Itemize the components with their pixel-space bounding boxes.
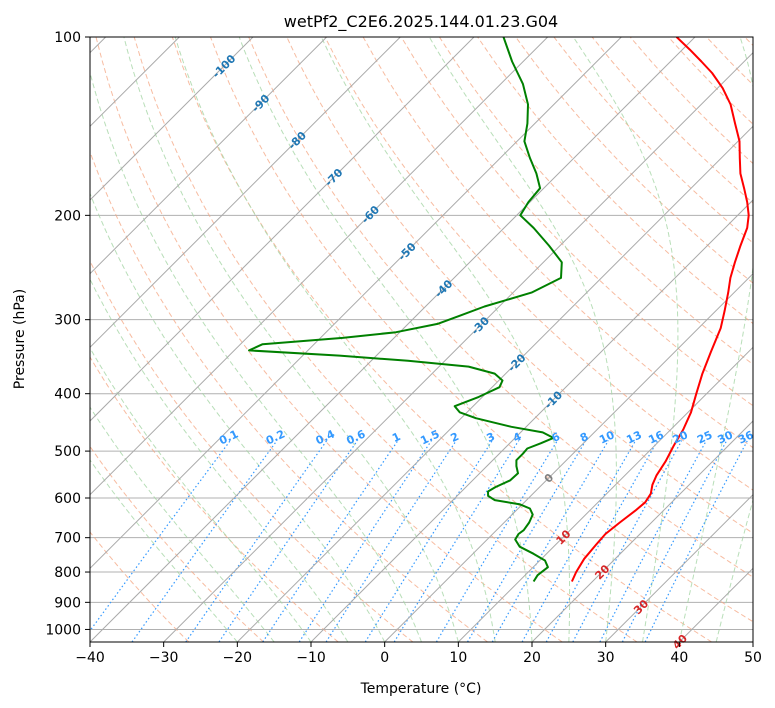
isotherm-line <box>90 37 401 349</box>
mixing-ratio-line <box>572 440 683 642</box>
dry-adiabat <box>95 37 563 642</box>
axis-ticks: −40 −30 −20 −10 0 10 20 30 40 50 100 200 300 400 500 60… <box>45 30 762 666</box>
y-tick-label: 1000 <box>45 622 81 638</box>
dry-adiabat <box>90 356 339 642</box>
mixing-ratio-label: 16 <box>646 428 666 446</box>
y-tick-label: 300 <box>54 313 81 329</box>
x-tick-label: 10 <box>449 650 467 666</box>
mixing-ratio-label: 36 <box>736 428 756 446</box>
x-tick-label: 20 <box>523 650 541 666</box>
dry-adiabat <box>515 37 753 284</box>
moist-adiabat <box>90 192 386 642</box>
isotherm-line <box>457 346 753 642</box>
y-tick-label: 200 <box>54 208 81 224</box>
x-axis-label: Temperature (°C) <box>360 681 482 697</box>
mixing-ratio-line <box>545 440 659 642</box>
mixing-ratio-line <box>435 440 558 642</box>
moist-adiabat <box>678 37 753 642</box>
moist-adiabat <box>320 37 571 642</box>
isotherm-line <box>310 199 753 642</box>
plot-area <box>90 37 753 642</box>
y-tick-label: 100 <box>54 30 81 46</box>
x-tick-label: 0 <box>380 650 389 666</box>
y-tick-label: 600 <box>54 491 81 507</box>
isotherm-line <box>90 37 328 275</box>
plot-frame <box>89 36 754 643</box>
mixing-ratio-label: 30 <box>716 428 736 446</box>
moist-adiabat <box>238 37 533 642</box>
dry-adiabat <box>210 37 753 623</box>
dry-adiabat <box>133 37 638 642</box>
isotherm-line <box>90 37 696 642</box>
mixing-ratio-line <box>131 440 278 642</box>
x-tick-label: −40 <box>75 650 105 666</box>
moist-adiabat <box>572 37 679 642</box>
y-tick-label: 900 <box>54 595 81 611</box>
x-tick-label: 40 <box>670 650 688 666</box>
dry-adiabat <box>90 445 264 642</box>
dry-adiabat <box>248 37 753 578</box>
mixing-ratio-label: 20 <box>671 428 691 446</box>
x-tick-label: −20 <box>223 650 253 666</box>
isotherm-line <box>90 37 254 201</box>
mixing-ratio-line <box>325 440 457 642</box>
moist-adiabat <box>174 37 496 642</box>
mixing-ratio-line <box>90 440 231 632</box>
moist-adiabat <box>90 459 238 642</box>
y-tick-label: 400 <box>54 387 81 403</box>
temperature-profile-line <box>570 37 750 582</box>
mixing-ratio-line <box>466 440 587 642</box>
mixing-ratio-line <box>491 440 609 642</box>
mixing-ratio-line <box>364 440 493 642</box>
y-tick-label: 800 <box>54 565 81 581</box>
x-tick-label: −30 <box>149 650 179 666</box>
moist-adiabat <box>428 37 617 642</box>
x-tick-label: 50 <box>744 650 762 666</box>
y-axis-label: Pressure (hPa) <box>12 289 28 389</box>
isotherm-line <box>605 493 753 642</box>
profile-series <box>248 37 750 583</box>
y-tick-label: 500 <box>54 444 81 460</box>
mixing-ratio-label: 13 <box>624 428 643 446</box>
dry-adiabat <box>90 531 190 642</box>
isotherm-line <box>384 272 753 642</box>
chart-title: wetPf2_C2E6.2025.144.01.23.G04 <box>284 12 558 32</box>
mixing-ratio-label: 10 <box>597 428 617 446</box>
isotherm-line <box>163 51 753 642</box>
y-tick-label: 700 <box>54 531 81 547</box>
moist-adiabats <box>90 37 753 642</box>
mixing-ratio-line <box>262 440 399 642</box>
mixing-ratio-line <box>185 440 328 642</box>
dry-adiabat <box>400 37 753 407</box>
mixing-ratio-line <box>644 440 748 642</box>
dry-adiabat <box>90 150 488 642</box>
x-tick-label: 30 <box>597 650 615 666</box>
dry-adiabat <box>324 37 753 491</box>
x-tick-label: −10 <box>296 650 326 666</box>
moist-adiabat <box>715 497 753 642</box>
isotherm-line <box>236 125 753 642</box>
moist-adiabat <box>90 278 349 642</box>
isotherm-line <box>90 37 475 422</box>
mixing-ratio-line <box>521 440 637 642</box>
mixing-ratio-line <box>298 440 432 642</box>
dry-adiabat <box>438 37 753 366</box>
mixing-ratio-label: 25 <box>695 428 714 446</box>
isotherm-line <box>531 420 753 642</box>
moist-adiabat <box>123 37 459 642</box>
isotherm-line <box>90 37 549 496</box>
moist-adiabat <box>90 406 275 642</box>
dewpoint-profile-line <box>248 37 563 583</box>
